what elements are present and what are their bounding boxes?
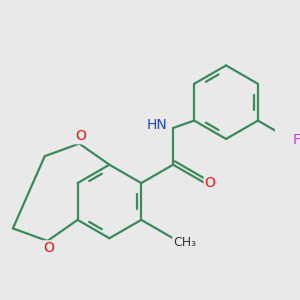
Text: F: F [292, 134, 300, 147]
Text: CH₃: CH₃ [173, 236, 196, 249]
Text: O: O [75, 129, 86, 143]
Text: HN: HN [146, 118, 167, 132]
Text: O: O [44, 241, 54, 255]
Text: O: O [205, 176, 215, 190]
